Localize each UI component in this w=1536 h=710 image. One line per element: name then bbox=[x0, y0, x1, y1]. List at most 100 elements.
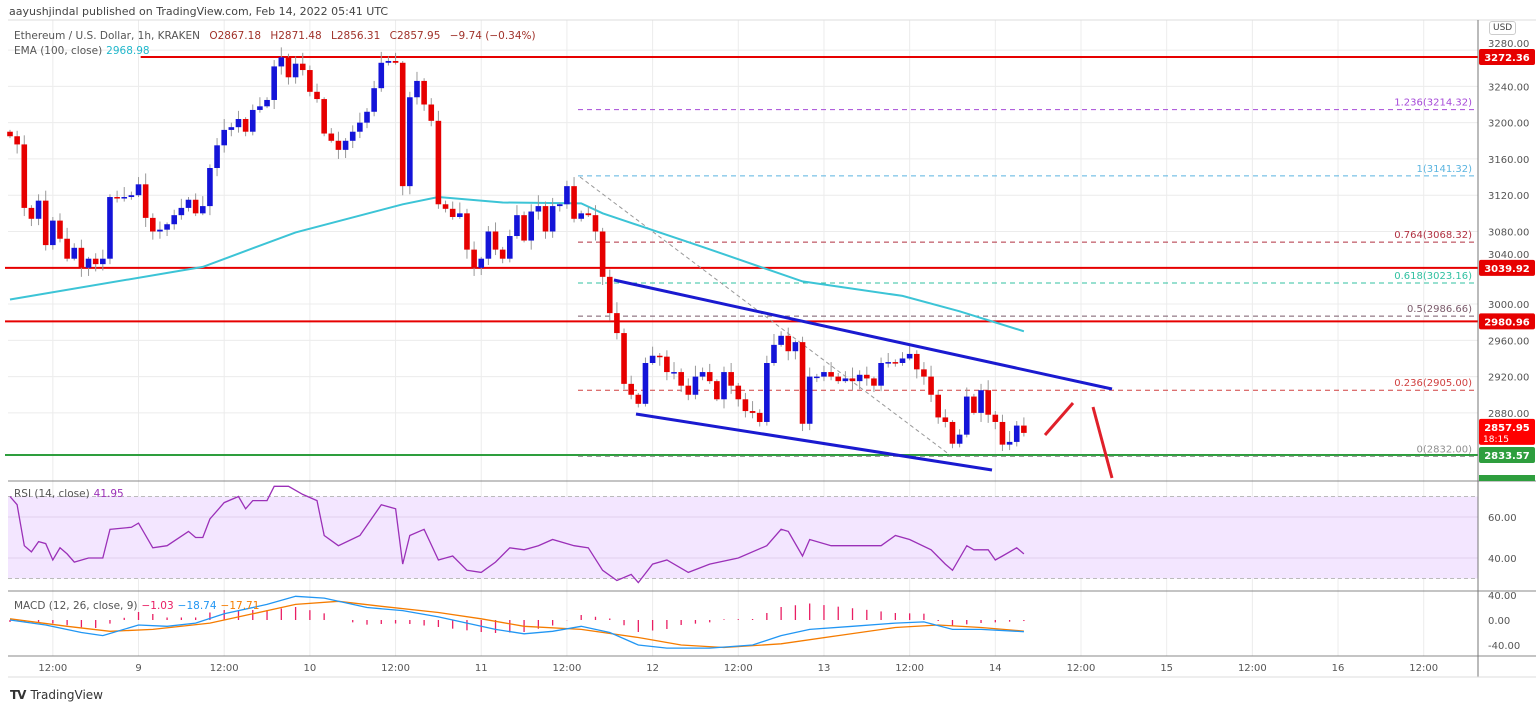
price-badge bbox=[1479, 259, 1535, 276]
fib-level-label: 1.236(3214.32) bbox=[1394, 98, 1472, 109]
candle-up bbox=[171, 215, 178, 225]
candle-up bbox=[292, 63, 299, 78]
candle-down bbox=[714, 381, 720, 400]
candle-up bbox=[157, 229, 163, 232]
time-tick-label: 9 bbox=[135, 663, 141, 674]
candle-down bbox=[328, 133, 335, 141]
time-tick-label: 15 bbox=[1160, 663, 1173, 674]
ema-label[interactable]: EMA (100, close) bbox=[14, 45, 103, 57]
candle-up bbox=[457, 213, 463, 217]
candle-up bbox=[135, 184, 142, 196]
candle-up bbox=[85, 258, 92, 268]
candle-down bbox=[892, 362, 899, 364]
macd-tick-label: 40.00 bbox=[1488, 591, 1517, 602]
candle-up bbox=[378, 62, 385, 89]
candle-down bbox=[614, 313, 620, 334]
candle-down bbox=[921, 369, 927, 377]
fib-trend-line bbox=[579, 176, 951, 456]
candle-up bbox=[1013, 425, 1020, 442]
candle-down bbox=[628, 383, 634, 395]
candle-down bbox=[678, 372, 684, 386]
currency-button[interactable]: USD bbox=[1489, 21, 1517, 35]
fibonacci-retracement[interactable]: 1.236(3214.32) 1(3141.32) 0.764(3068.32) 0.… bbox=[578, 98, 1478, 457]
price-tick-label: 3120.00 bbox=[1488, 191, 1529, 202]
channel-lower-line[interactable] bbox=[635, 412, 993, 472]
candle-up bbox=[649, 355, 656, 364]
price-tick-label: 3240.00 bbox=[1488, 82, 1529, 93]
candle-down bbox=[592, 215, 599, 232]
candle-up bbox=[856, 374, 863, 382]
fib-level-label: 1(3141.32) bbox=[1416, 164, 1472, 175]
candle-up bbox=[906, 353, 913, 359]
time-tick-label: 14 bbox=[989, 663, 1002, 674]
ohlc-close: C2857.95 bbox=[389, 30, 441, 42]
candle-up bbox=[121, 197, 128, 199]
price-tick-label: 3200.00 bbox=[1488, 119, 1529, 130]
candle-up bbox=[806, 376, 813, 424]
candle-up bbox=[214, 145, 220, 168]
candle-up bbox=[564, 186, 570, 205]
candle-down bbox=[621, 333, 627, 384]
time-tick-label: 12:00 bbox=[1067, 663, 1096, 674]
price-tick-label: 2920.00 bbox=[1488, 373, 1529, 384]
macd-signal-line bbox=[9, 600, 1024, 649]
candle-up bbox=[178, 207, 185, 216]
candle-up bbox=[549, 206, 556, 232]
price-tick-label: 3280.00 bbox=[1488, 39, 1529, 50]
fib-level-label: 0.764(3068.32) bbox=[1394, 230, 1472, 241]
candle-up bbox=[514, 215, 520, 237]
candle-up bbox=[528, 211, 535, 241]
macd-value: −18.74 bbox=[177, 600, 217, 612]
time-tick-label: 12:00 bbox=[381, 663, 410, 674]
arrow-up-stroke bbox=[1043, 402, 1075, 436]
candle-down bbox=[735, 385, 742, 400]
candle-up bbox=[164, 224, 170, 230]
candle-down bbox=[864, 374, 870, 379]
tradingview-brand[interactable]: TV TradingView bbox=[10, 688, 103, 702]
candle-down bbox=[521, 215, 527, 241]
candle-down bbox=[78, 247, 85, 268]
time-tick-label: 10 bbox=[304, 663, 317, 674]
bar-countdown: 18:15 bbox=[1483, 435, 1509, 445]
time-tick-label: 12:00 bbox=[38, 663, 67, 674]
macd-hist-value: −1.03 bbox=[141, 600, 174, 612]
rsi-legend[interactable]: RSI (14, close) 41.95 bbox=[14, 488, 124, 500]
fib-level-label: 0.5(2986.66) bbox=[1407, 304, 1472, 315]
time-tick-label: 12:00 bbox=[895, 663, 924, 674]
channel-upper-line[interactable] bbox=[613, 278, 1113, 391]
candles bbox=[7, 47, 1027, 451]
symbol-title[interactable]: Ethereum / U.S. Dollar, 1h, KRAKEN bbox=[14, 30, 200, 42]
candle-down bbox=[949, 421, 956, 444]
price-badge bbox=[1479, 313, 1535, 330]
candle-up bbox=[249, 109, 256, 132]
hidden-price-badge bbox=[1479, 475, 1535, 481]
candle-down bbox=[599, 231, 606, 277]
candle-down bbox=[242, 119, 249, 132]
candle-up bbox=[199, 206, 206, 214]
candle-down bbox=[706, 372, 713, 382]
rsi-band bbox=[8, 496, 1478, 579]
candle-down bbox=[835, 376, 842, 382]
rsi-tick-label: 40.00 bbox=[1488, 554, 1517, 565]
candle-down bbox=[399, 62, 406, 187]
candle-up bbox=[207, 167, 213, 207]
fib-level-label: 0.618(3023.16) bbox=[1394, 271, 1472, 282]
rsi-pane bbox=[8, 485, 1478, 584]
candle-down bbox=[471, 249, 477, 268]
candle-up bbox=[821, 372, 827, 377]
candle-down bbox=[392, 60, 399, 63]
ema-100-line bbox=[9, 195, 1025, 333]
candle-down bbox=[871, 378, 877, 386]
time-tick-label: 16 bbox=[1332, 663, 1345, 674]
candle-up bbox=[978, 390, 984, 413]
candle-up bbox=[899, 358, 906, 364]
macd-line bbox=[9, 595, 1024, 649]
candle-up bbox=[556, 204, 563, 207]
rsi-tick-label: 60.00 bbox=[1488, 513, 1517, 524]
macd-legend[interactable]: MACD (12, 26, close, 9) −1.03 −18.74 −17.71 bbox=[14, 600, 259, 612]
price-tick-label: 3000.00 bbox=[1488, 300, 1529, 311]
candle-up bbox=[778, 335, 784, 345]
rsi-value: 41.95 bbox=[93, 488, 124, 500]
candle-down bbox=[942, 417, 949, 422]
